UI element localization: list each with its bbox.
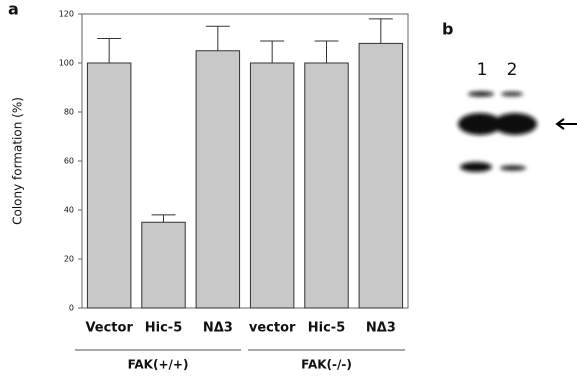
panel-label: b <box>442 20 453 39</box>
figure: a Colony formation (%) b 1 2 0 20 40 60 80 10… <box>0 0 577 374</box>
blot-bands <box>458 92 537 173</box>
x-tick-label: NΔ3 <box>366 321 396 336</box>
y-tick-label: 120 <box>59 10 74 19</box>
error-bar <box>206 26 230 51</box>
bar <box>142 222 185 308</box>
y-axis-label: Colony formation (%) <box>11 97 25 225</box>
x-tick-label: Vector <box>85 321 133 336</box>
error-bar <box>369 19 393 44</box>
error-bar <box>152 215 176 222</box>
bar <box>196 51 239 308</box>
y-tick-label: 60 <box>64 157 74 166</box>
x-tick-label: Hic-5 <box>308 321 345 336</box>
group-label: FAK(+/+) <box>128 358 189 372</box>
panel-label: a <box>8 0 19 19</box>
lane-label: 2 <box>507 60 518 80</box>
y-tick-label: 100 <box>59 59 74 68</box>
y-tick-label: 0 <box>69 304 74 313</box>
x-tick-label: NΔ3 <box>203 321 233 336</box>
x-tick-label: vector <box>249 321 296 336</box>
y-tick-label: 40 <box>64 206 74 215</box>
bar <box>87 63 130 308</box>
y-tick-label: 80 <box>64 108 74 117</box>
group-label: FAK(-/-) <box>301 358 352 372</box>
error-bar <box>315 41 339 63</box>
error-bar <box>97 39 121 64</box>
bar <box>305 63 348 308</box>
arrow <box>557 119 577 129</box>
error-bar <box>260 41 284 63</box>
bar <box>250 63 293 308</box>
y-tick-label: 20 <box>64 255 74 264</box>
blot-panel: b 1 2 <box>442 20 577 173</box>
bar <box>359 43 402 308</box>
x-tick-label: Hic-5 <box>145 321 182 336</box>
lane-label: 1 <box>477 60 488 80</box>
